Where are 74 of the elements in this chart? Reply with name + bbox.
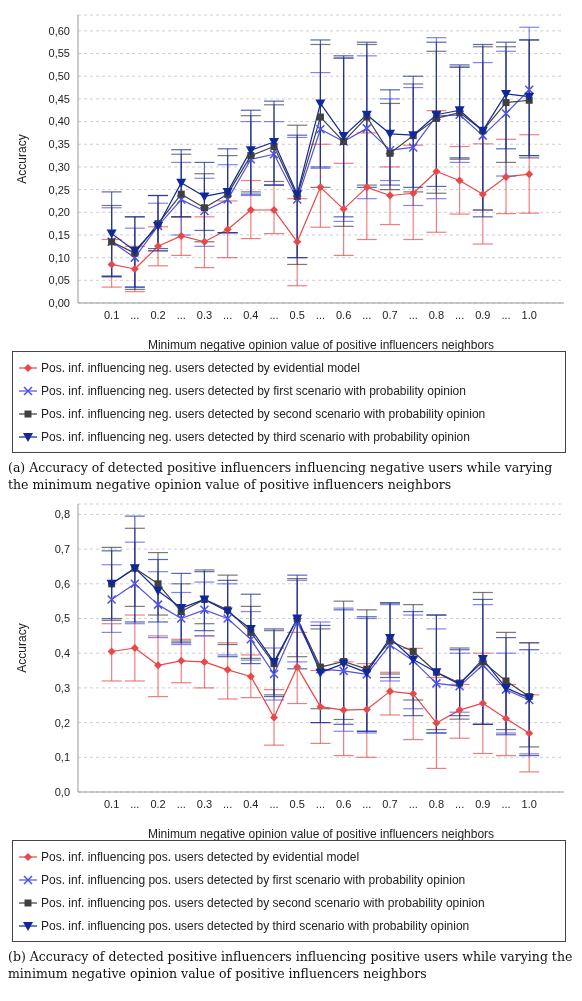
x-tick-label: 0.8 — [428, 308, 445, 321]
legend-label: Pos. inf. influencing neg. users detected by evidential model — [41, 360, 360, 375]
y-tick-label: 0,60 — [48, 24, 70, 37]
legend-label: Pos. inf. influencing neg. users detected by third scenario with probability opinion — [41, 429, 470, 444]
x-tick-label: 0.8 — [428, 797, 445, 810]
y-tick-label: 0,4 — [54, 647, 70, 660]
legend-label: Pos. inf. influencing pos. users detected by first scenario with probability opinion — [41, 872, 466, 887]
legend-label: Pos. inf. influencing neg. users detected by second scenario with probability opinion — [41, 406, 486, 421]
y-tick-label: 0,05 — [48, 274, 70, 287]
legend-label: Pos. inf. influencing pos. users detected by third scenario with probability opinion — [41, 918, 470, 933]
x-tick-label: ... — [501, 797, 511, 810]
text: (b) Accuracy of detected positive influencers influencing positive users while varying the minimum negative opinion value of positive influencers neighbors — [8, 948, 574, 982]
y-tick-label: 0,30 — [48, 160, 70, 173]
y-tick-label: 0,50 — [48, 70, 70, 83]
x-tick-label: ... — [408, 797, 418, 810]
y-tick-label: 0,45 — [48, 92, 70, 105]
x-tick-label: 0.2 — [150, 308, 166, 321]
y-tick-label: 0,0 — [54, 785, 70, 798]
legend-label: Pos. inf. influencing neg. users detected by first scenario with probability opinion — [41, 383, 466, 398]
x-tick-label: ... — [315, 797, 326, 810]
x-tick-label: 0.9 — [475, 308, 491, 321]
x-tick-label: ... — [315, 308, 326, 321]
x-tick-label: 1.0 — [521, 308, 537, 321]
x-axis-title: Minimum negative opinion value of positive influencers neighbors — [147, 338, 495, 352]
y-tick-label: 0,7 — [54, 543, 70, 556]
x-tick-label: 1.0 — [521, 797, 537, 810]
x-tick-label: 0.7 — [382, 308, 398, 321]
y-tick-label: 0,40 — [48, 115, 70, 128]
y-tick-label: 0,15 — [48, 228, 70, 241]
x-tick-label: ... — [223, 797, 233, 810]
x-tick-label: 0.1 — [103, 797, 120, 810]
y-tick-label: 0,55 — [48, 47, 70, 60]
x-tick-label: ... — [176, 797, 186, 810]
x-tick-label: ... — [362, 308, 372, 321]
x-tick-label: 0.5 — [289, 308, 305, 321]
y-tick-label: 0,00 — [48, 296, 70, 309]
text: (a) Accuracy of detected positive influencers influencing negative users while varying the minimum negative opinion value of positive influencers neighbors — [8, 459, 554, 493]
y-tick-label: 0,6 — [54, 577, 70, 590]
y-tick-label: 0,35 — [48, 138, 70, 151]
y-tick-label: 0,1 — [54, 751, 70, 764]
x-tick-label: ... — [362, 797, 372, 810]
y-axis-title: Accuracy — [15, 134, 30, 184]
y-tick-label: 0,3 — [54, 681, 70, 694]
x-tick-label: ... — [176, 308, 186, 321]
legend-label: Pos. inf. influencing pos. users detected by evidential model — [41, 849, 360, 864]
y-tick-label: 0,10 — [48, 251, 70, 264]
x-tick-label: ... — [455, 308, 465, 321]
x-tick-label: ... — [455, 797, 465, 810]
x-tick-label: ... — [501, 308, 511, 321]
y-tick-label: 0,8 — [54, 508, 70, 521]
x-tick-label: 0.2 — [150, 797, 166, 810]
x-tick-label: ... — [408, 308, 418, 321]
x-tick-label: 0.3 — [196, 308, 213, 321]
x-tick-label: 0.1 — [103, 308, 120, 321]
y-axis-title: Accuracy — [15, 623, 30, 673]
y-tick-label: 0,2 — [54, 716, 70, 729]
y-tick-label: 0,5 — [54, 612, 70, 625]
x-tick-label: 0.4 — [243, 797, 259, 810]
x-tick-label: ... — [269, 797, 279, 810]
x-tick-label: 0.5 — [289, 797, 305, 810]
x-tick-label: 0.3 — [196, 797, 213, 810]
y-tick-label: 0,20 — [48, 206, 70, 219]
x-tick-label: ... — [130, 797, 140, 810]
x-tick-label: 0.4 — [243, 308, 259, 321]
x-tick-label: 0.9 — [475, 797, 491, 810]
x-tick-label: ... — [223, 308, 233, 321]
x-tick-label: 0.6 — [335, 797, 352, 810]
y-tick-label: 0,25 — [48, 183, 70, 196]
x-axis-title: Minimum negative opinion value of positive influencers neighbors — [147, 827, 495, 841]
x-tick-label: ... — [269, 308, 279, 321]
x-tick-label: ... — [130, 308, 140, 321]
legend-label: Pos. inf. influencing pos. users detected by second scenario with probability opinion — [41, 895, 485, 910]
x-tick-label: 0.6 — [335, 308, 352, 321]
x-tick-label: 0.7 — [382, 797, 398, 810]
